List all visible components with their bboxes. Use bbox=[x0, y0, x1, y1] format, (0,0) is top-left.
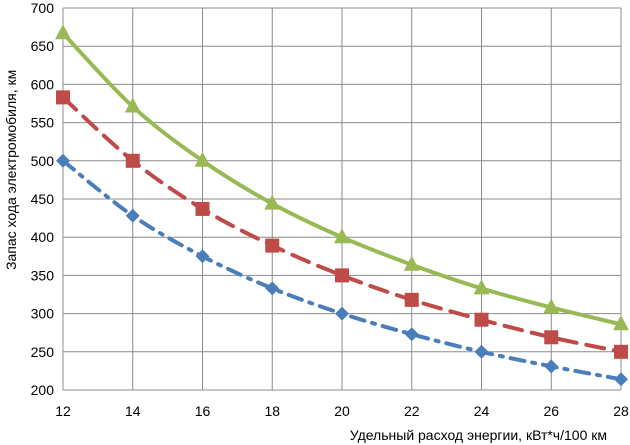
data-point bbox=[473, 279, 490, 295]
data-point bbox=[404, 292, 419, 307]
x-axis-label: Удельный расход энергии, кВт*ч/100 км bbox=[350, 427, 607, 443]
data-point bbox=[124, 97, 141, 113]
y-tick-label: 600 bbox=[31, 76, 55, 92]
data-point bbox=[544, 359, 559, 374]
series-line bbox=[61, 31, 623, 327]
data-point bbox=[265, 281, 280, 296]
data-point bbox=[474, 312, 489, 327]
data-point bbox=[334, 228, 350, 244]
y-tick-label: 550 bbox=[31, 115, 55, 131]
data-point bbox=[195, 249, 210, 264]
y-tick-label: 350 bbox=[31, 267, 55, 283]
series-line bbox=[61, 95, 623, 354]
data-point bbox=[125, 208, 140, 223]
data-point bbox=[404, 327, 419, 342]
series-1 bbox=[56, 153, 628, 387]
y-tick-label: 400 bbox=[31, 229, 55, 245]
data-point bbox=[56, 153, 70, 168]
data-point bbox=[613, 315, 629, 331]
x-tick-label: 20 bbox=[334, 403, 350, 419]
x-tick-label: 26 bbox=[543, 403, 559, 419]
data-point bbox=[335, 306, 349, 321]
x-tick-label: 28 bbox=[613, 403, 629, 419]
y-tick-label: 700 bbox=[31, 0, 55, 16]
data-point bbox=[125, 153, 140, 168]
data-point bbox=[474, 344, 489, 359]
data-point bbox=[335, 268, 349, 283]
grid bbox=[62, 7, 622, 391]
y-axis-label: Запас хода электромобиля, км bbox=[3, 70, 19, 270]
data-point bbox=[195, 201, 210, 216]
x-tick-label: 22 bbox=[404, 403, 420, 419]
y-tick-label: 450 bbox=[31, 191, 55, 207]
series-layer bbox=[55, 24, 629, 387]
x-tick-label: 12 bbox=[55, 403, 71, 419]
data-point bbox=[55, 24, 71, 40]
data-point bbox=[56, 90, 70, 105]
data-point bbox=[614, 372, 628, 387]
y-tick-label: 650 bbox=[31, 38, 55, 54]
y-tick-label: 250 bbox=[31, 344, 55, 360]
y-tick-label: 500 bbox=[31, 153, 55, 169]
data-point bbox=[194, 151, 211, 167]
x-tick-label: 14 bbox=[125, 403, 141, 419]
data-point bbox=[544, 330, 559, 345]
tick-labels: 200 250 300 350 400 450 500 550 600 650 700 12 14 16 1… bbox=[31, 0, 629, 419]
y-tick-label: 300 bbox=[31, 306, 55, 322]
y-tick-label: 200 bbox=[31, 382, 55, 398]
x-tick-label: 24 bbox=[474, 403, 490, 419]
x-tick-label: 16 bbox=[195, 403, 211, 419]
data-point bbox=[614, 344, 628, 359]
data-point bbox=[403, 255, 420, 271]
x-tick-label: 18 bbox=[264, 403, 280, 419]
data-point bbox=[543, 298, 560, 314]
series-2 bbox=[56, 90, 628, 359]
data-point bbox=[265, 238, 280, 253]
data-point bbox=[264, 194, 281, 210]
series-3 bbox=[55, 24, 629, 331]
